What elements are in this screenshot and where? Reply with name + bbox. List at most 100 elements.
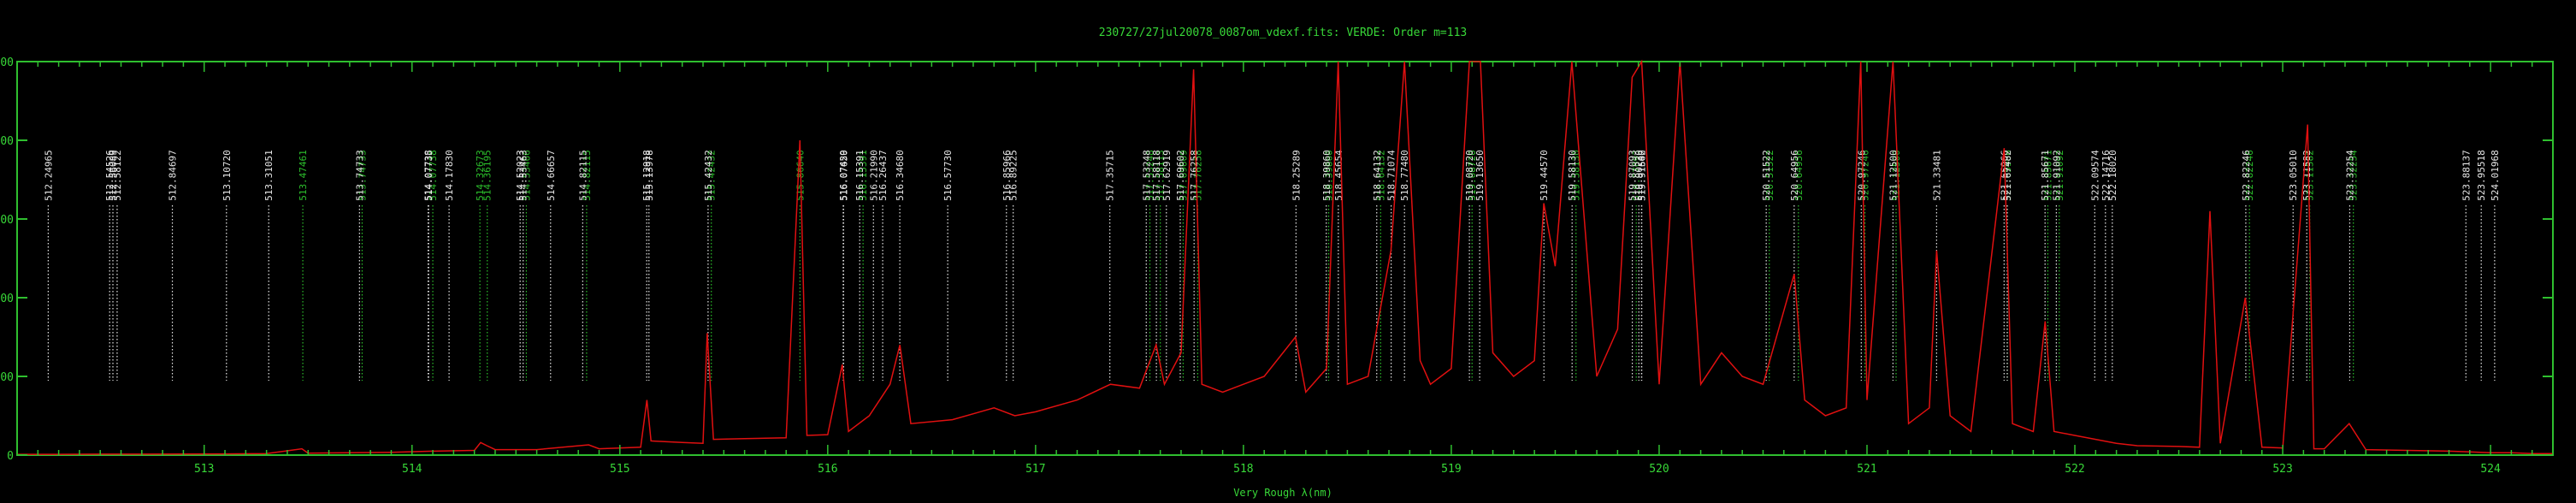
- x-tick-label: 516: [818, 463, 837, 476]
- green-line-label: 521.12500: [1891, 150, 1902, 201]
- green-line-label: 514.32673: [475, 150, 486, 201]
- green-line-label: 517.58113: [1155, 150, 1167, 201]
- white-line-label: 515.13978: [644, 150, 655, 201]
- white-line-label: 514.07735: [423, 150, 434, 201]
- white-line-label: 523.88137: [2461, 150, 2472, 201]
- chart-title: 230727/27jul20078_0087om_vdexf.fits: VER…: [1099, 27, 1467, 39]
- x-tick-label: 519: [1441, 463, 1461, 476]
- green-line-label: 523.32254: [2349, 150, 2360, 201]
- x-axis: 513 514 515 516 517 518 519 520 521 522 523 524: [16, 62, 2554, 476]
- white-line-label: 521.33481: [1931, 150, 1942, 201]
- white-line-label: 522.14716: [2100, 150, 2112, 201]
- white-line-label: 517.62919: [1161, 150, 1173, 201]
- white-line-label: 523.95518: [2476, 150, 2487, 201]
- green-line-label: 521.91092: [2054, 150, 2065, 201]
- white-line-label: 516.21990: [868, 150, 879, 201]
- green-line-label: 517.76258: [1192, 150, 1203, 201]
- green-line-label: 513.47461: [298, 150, 309, 201]
- x-tick-label: 513: [194, 463, 214, 476]
- white-line-label: 519.87093: [1628, 150, 1639, 201]
- green-line-label: 513.74733: [357, 150, 368, 201]
- white-line-label: 518.77480: [1399, 150, 1410, 201]
- white-line-label: 520.64956: [1789, 150, 1800, 201]
- white-line-label: 515.42432: [703, 150, 714, 201]
- white-line-label: 523.32254: [2344, 150, 2355, 201]
- plot-frame: [16, 61, 2554, 456]
- white-line-label: 522.82246: [2241, 150, 2252, 201]
- white-line-label: 518.39860: [1321, 150, 1332, 201]
- x-tick-label: 523: [2272, 463, 2292, 476]
- green-line-label: 517.69609: [1178, 150, 1189, 201]
- y-tick-label: 1000: [0, 371, 14, 384]
- x-tick-label: 524: [2480, 463, 2501, 476]
- x-tick-label: 518: [1233, 463, 1253, 476]
- x-tick-label: 515: [610, 463, 629, 476]
- white-line-label: 514.07738: [423, 150, 434, 201]
- white-line-label: 512.54526: [104, 150, 115, 201]
- white-line-label: 518.64132: [1372, 150, 1383, 201]
- white-line-label: 523.05010: [2288, 150, 2299, 201]
- white-line-label: 520.51522: [1761, 150, 1772, 201]
- white-line-label: 519.08720: [1464, 150, 1475, 201]
- green-line-label: 518.64132: [1375, 150, 1386, 201]
- white-line-label: 518.71074: [1386, 150, 1397, 201]
- white-line-label: 516.89225: [1008, 150, 1019, 201]
- green-line-label: 519.87093: [1631, 150, 1642, 201]
- white-line-label: 516.07429: [838, 150, 849, 201]
- white-line-label: 521.67482: [2002, 150, 2013, 201]
- white-line-label: 513.10720: [222, 150, 233, 201]
- white-line-label: 521.91092: [2051, 150, 2062, 201]
- white-line-label: 517.69602: [1175, 150, 1186, 201]
- green-line-label: 514.36195: [482, 150, 493, 201]
- white-line-label: 512.58122: [112, 150, 123, 201]
- x-axis-label: Very Rough λ(nm): [1233, 487, 1332, 499]
- green-line-label: 516.15391: [858, 150, 869, 201]
- y-tick-label: 0: [7, 450, 14, 463]
- white-line-label: 524.01968: [2490, 150, 2501, 201]
- white-line-label: 521.85671: [2040, 150, 2051, 201]
- white-line-label: 515.12918: [641, 150, 653, 201]
- y-tick-label: 2000: [0, 293, 14, 305]
- green-line-label: 520.51522: [1764, 150, 1775, 201]
- white-line-label: 513.74733: [354, 150, 365, 201]
- green-line-label: 519.08720: [1467, 150, 1478, 201]
- green-line-label: 514.82115: [582, 150, 593, 201]
- white-line-label: 516.15391: [854, 150, 866, 201]
- y-tick-label: 3000: [0, 214, 14, 227]
- x-tick-label: 514: [402, 463, 422, 476]
- white-line-label: 518.25289: [1291, 150, 1302, 201]
- y-tick-label: 5000: [0, 56, 14, 69]
- white-line-label: 516.85966: [1001, 150, 1013, 201]
- green-line-label: 515.42432: [706, 150, 718, 201]
- white-line-label: 516.57730: [942, 150, 954, 201]
- white-line-label: 519.91500: [1636, 150, 1647, 201]
- white-line-label: 519.13650: [1474, 150, 1486, 201]
- white-line-label: 514.66657: [546, 150, 557, 201]
- white-line-label: 514.17830: [444, 150, 455, 201]
- green-line-label: 520.64956: [1793, 150, 1805, 201]
- white-line-label: 514.82115: [577, 150, 588, 201]
- white-line-label: 519.91642: [1637, 150, 1648, 201]
- white-line-label: 517.58118: [1151, 150, 1162, 201]
- spectrum-line: [17, 59, 2553, 455]
- white-line-label: 520.97246: [1856, 150, 1867, 201]
- x-tick-label: 517: [1025, 463, 1045, 476]
- white-line-label: 521.12500: [1888, 150, 1899, 201]
- white-line-label: 516.26437: [877, 150, 889, 201]
- white-line-label: 514.52023: [515, 150, 526, 201]
- white-line-label: 517.35715: [1105, 150, 1116, 201]
- white-line-label: 512.24965: [43, 150, 54, 201]
- green-line-label: 517.53248: [1145, 150, 1156, 201]
- green-line-label: 523.11582: [2305, 150, 2316, 201]
- green-line-label: 521.85671: [2042, 150, 2053, 201]
- white-line-label: 519.90230: [1634, 150, 1645, 201]
- green-line-label: 514.53466: [521, 150, 532, 201]
- green-line-label: 514.07738: [428, 150, 439, 201]
- white-line-label: 519.44570: [1539, 150, 1550, 201]
- white-line-label: 517.53248: [1141, 150, 1152, 201]
- x-tick-label: 522: [2065, 463, 2084, 476]
- x-tick-label: 520: [1649, 463, 1669, 476]
- white-line-label: 516.34680: [895, 150, 906, 201]
